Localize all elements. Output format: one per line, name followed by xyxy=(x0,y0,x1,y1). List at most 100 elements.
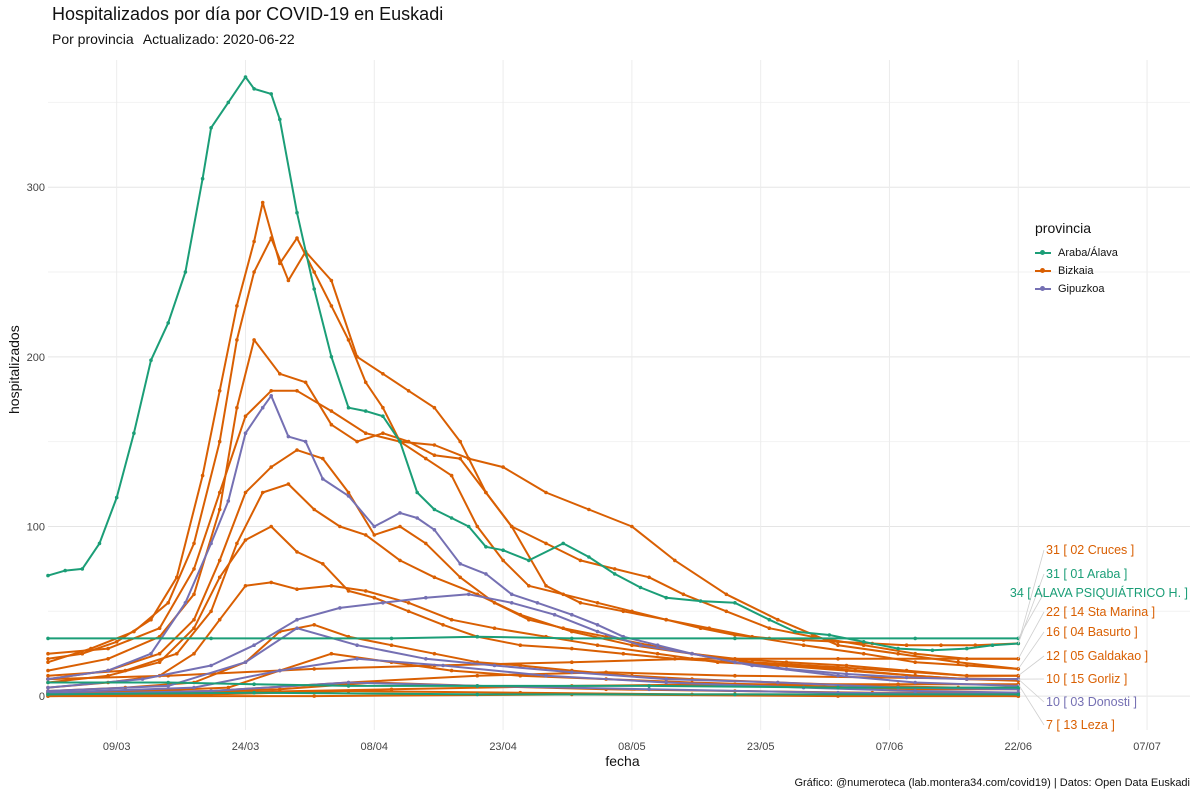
data-point xyxy=(329,422,334,427)
leader-line xyxy=(1017,683,1045,726)
data-point xyxy=(595,623,600,627)
data-point xyxy=(990,643,995,647)
chart-subtitle: Por provincia Actualizado: 2020-06-22 xyxy=(52,31,301,47)
data-point xyxy=(630,524,634,529)
data-point xyxy=(750,663,754,668)
data-point xyxy=(166,601,170,605)
data-point xyxy=(97,541,102,546)
data-point xyxy=(106,646,110,651)
data-point xyxy=(286,278,291,283)
data-point xyxy=(449,516,454,520)
data-point xyxy=(956,660,960,664)
data-point xyxy=(346,490,351,495)
data-point xyxy=(46,673,50,678)
data-point xyxy=(432,575,437,580)
data-point xyxy=(252,643,256,647)
data-point xyxy=(269,389,274,393)
data-point xyxy=(913,689,917,693)
data-point xyxy=(432,528,437,532)
data-point xyxy=(372,595,377,600)
data-point xyxy=(312,623,317,627)
data-point xyxy=(965,663,969,668)
series-line xyxy=(47,389,1019,670)
data-point xyxy=(329,278,334,283)
data-point xyxy=(278,117,282,122)
legend-label-bizkaia: Bizkaia xyxy=(1058,265,1094,277)
data-point xyxy=(252,682,256,686)
data-point xyxy=(269,394,274,398)
data-point xyxy=(509,592,514,597)
data-point xyxy=(509,524,514,529)
data-point xyxy=(312,667,317,671)
series-end-label: 22 [ 14 Sta Marina ] xyxy=(1046,605,1155,619)
data-point xyxy=(46,651,50,656)
data-point xyxy=(226,499,231,503)
data-point xyxy=(192,592,196,597)
subtitle-right: Actualizado: 2020-06-22 xyxy=(142,31,295,47)
data-point xyxy=(501,465,505,469)
data-point xyxy=(295,389,299,393)
data-point xyxy=(295,617,299,622)
data-point xyxy=(398,524,402,529)
data-point xyxy=(776,680,780,685)
data-point xyxy=(295,210,299,215)
data-point xyxy=(312,270,317,274)
data-point xyxy=(243,490,248,495)
data-point xyxy=(312,287,317,291)
data-point xyxy=(527,558,531,563)
data-point xyxy=(260,405,265,410)
x-tick-label: 07/07 xyxy=(1133,741,1161,753)
data-point xyxy=(338,524,342,529)
data-point xyxy=(132,431,136,436)
data-point xyxy=(355,355,359,359)
data-point xyxy=(621,609,626,614)
data-point xyxy=(449,617,454,622)
data-point xyxy=(192,567,196,571)
data-point xyxy=(638,643,643,647)
data-point xyxy=(647,687,651,692)
data-point xyxy=(750,660,754,664)
data-point xyxy=(1016,657,1021,661)
data-point xyxy=(278,668,282,673)
data-point xyxy=(372,524,377,529)
data-point xyxy=(217,575,222,580)
data-point xyxy=(801,643,806,647)
data-point xyxy=(861,640,866,644)
data-point xyxy=(192,617,196,622)
data-point xyxy=(269,92,274,96)
legend-label-gipuzkoa: Gipuzkoa xyxy=(1058,283,1105,295)
data-point xyxy=(570,646,574,651)
data-point xyxy=(406,609,411,614)
data-point xyxy=(965,677,969,681)
series-end-label: 16 [ 04 Basurto ] xyxy=(1046,625,1138,639)
data-point xyxy=(578,601,583,605)
data-point xyxy=(466,456,471,461)
data-point xyxy=(664,617,668,622)
data-point xyxy=(106,657,110,661)
data-point xyxy=(458,439,463,444)
data-point xyxy=(321,562,325,566)
data-point xyxy=(381,372,385,376)
series-line xyxy=(47,76,1019,652)
data-point xyxy=(286,434,291,439)
data-point xyxy=(363,533,368,537)
data-point xyxy=(398,558,402,563)
series-line xyxy=(47,338,1019,672)
data-point xyxy=(235,338,239,342)
data-point xyxy=(904,643,909,647)
leader-line xyxy=(1017,592,1045,639)
data-point xyxy=(338,606,342,610)
data-point xyxy=(329,584,334,588)
data-point xyxy=(973,643,978,647)
data-point xyxy=(295,550,299,554)
data-point xyxy=(836,643,840,647)
data-point xyxy=(46,677,50,681)
data-point xyxy=(518,663,523,668)
legend-item-gipuzkoa: Gipuzkoa xyxy=(1035,280,1118,298)
data-point xyxy=(243,414,248,419)
data-point xyxy=(329,651,334,656)
data-point xyxy=(604,670,608,675)
data-point xyxy=(844,672,849,676)
data-point xyxy=(939,643,943,647)
